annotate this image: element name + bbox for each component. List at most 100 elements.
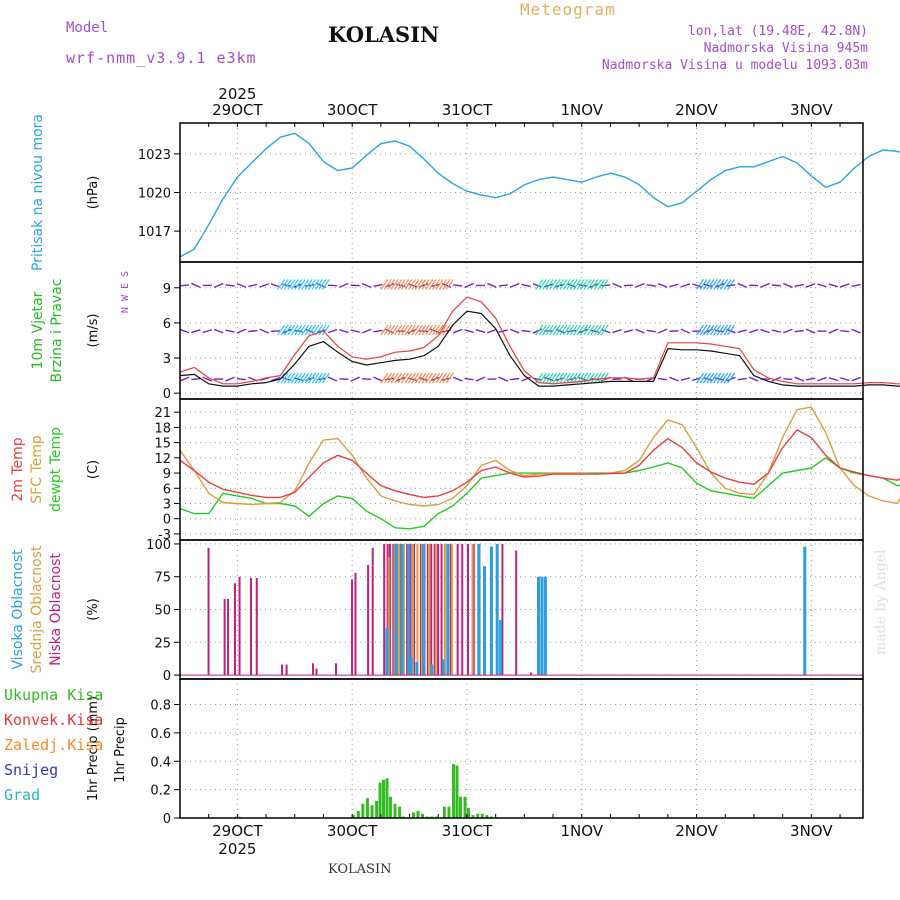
- wind-direction-barb: [259, 377, 269, 381]
- wind-direction-barb: [248, 283, 258, 288]
- precip-legend-item: Grad: [4, 786, 40, 804]
- clouds-panel-label: Niska Oblacnost: [48, 553, 64, 666]
- wind-direction-barb: [510, 377, 520, 381]
- wind-direction-barb: [270, 283, 281, 288]
- cloud-bar: [421, 543, 424, 676]
- wind-barb-1: [321, 324, 330, 336]
- wind-direction-barb: [475, 376, 486, 382]
- wind-barb-3: [590, 279, 599, 290]
- wind-barb-4: [713, 324, 722, 336]
- cloud-bar: [407, 543, 411, 676]
- wind-barb-3: [542, 324, 551, 336]
- temperature-ytick-label: 21: [154, 406, 171, 421]
- cloud-bar: [471, 543, 474, 676]
- wind-direction-barb: [191, 282, 201, 289]
- wind-direction-barb: [771, 284, 781, 287]
- wind-direction-barb: [600, 328, 611, 334]
- wind-direction-barb: [840, 329, 850, 333]
- wind-direction-barb: [304, 328, 315, 334]
- wind-barb-3: [576, 279, 585, 290]
- precip-bar: [458, 796, 462, 818]
- wind-barb-1: [283, 279, 292, 290]
- wind-direction-barb: [213, 328, 224, 334]
- wind-barb-2: [380, 324, 389, 336]
- temperature-ytick-label: 6: [163, 482, 171, 497]
- top-day-label: 3NOV: [790, 101, 833, 119]
- wind-direction-barb: [521, 283, 531, 288]
- cloud-bar: [444, 543, 447, 676]
- wind-barb-3: [549, 372, 558, 384]
- wind-barb-3: [566, 279, 575, 290]
- precip-bar: [447, 806, 451, 818]
- bottom-day-label: 2NOV: [675, 822, 718, 840]
- temperature-unit-label: (C): [86, 460, 101, 479]
- wind-barb-1: [304, 372, 313, 384]
- wind-barb-2: [445, 279, 454, 290]
- wind-barb-3: [583, 324, 592, 336]
- wind-direction-barb: [270, 376, 281, 382]
- wind-direction-barb: [840, 377, 850, 382]
- wind-direction-barb: [350, 284, 360, 287]
- wind-barb-2: [425, 279, 434, 290]
- wind-barb-2: [432, 279, 441, 290]
- wind-barb-1: [301, 372, 310, 384]
- wind-direction-barb: [339, 282, 349, 289]
- wind-direction-barb: [851, 376, 861, 382]
- wind-barb-3: [580, 279, 589, 290]
- wind-barb-2: [418, 372, 427, 384]
- wind-direction-barb: [612, 329, 622, 334]
- cloud-bar: [413, 543, 416, 676]
- wind-barb-2: [394, 324, 403, 336]
- wind-direction-barb: [601, 284, 611, 287]
- wind-barb-2: [421, 279, 430, 290]
- wind-direction-barb: [236, 328, 247, 334]
- wind-barb-3: [600, 279, 609, 290]
- temperature-panel-label: dewpt Temp: [48, 427, 64, 512]
- wind-barb-3: [562, 279, 571, 290]
- wind-direction-barb: [191, 377, 201, 381]
- pressure-ytick-label: 1020: [138, 187, 171, 202]
- wind-barb-1: [308, 279, 317, 290]
- wind-direction-barb: [464, 329, 474, 334]
- wind-barb-2: [435, 324, 444, 336]
- wind-barb-1: [280, 324, 289, 336]
- top-year-label: 2025: [218, 85, 256, 103]
- wind-direction-barb: [817, 376, 827, 382]
- wind-panel-label: 10m Vjetar: [30, 291, 46, 369]
- wind-barb-1: [277, 324, 286, 336]
- wind-barb-2: [407, 324, 416, 336]
- wind-barb-1: [280, 372, 289, 384]
- cloud-bar: [371, 547, 374, 676]
- cloud-bar: [281, 664, 284, 676]
- wind-compass-legend: N W E S: [120, 271, 131, 313]
- cloud-bar: [238, 576, 241, 676]
- wind-direction-barb: [259, 283, 269, 288]
- wind-barb-2: [442, 279, 451, 290]
- cloud-bar: [515, 550, 518, 676]
- wind-direction-barb: [657, 328, 668, 334]
- wind-direction-barb: [669, 283, 679, 288]
- cloud-bar: [409, 658, 413, 676]
- cloud-bar: [540, 576, 544, 676]
- wind-barb-4: [709, 324, 718, 336]
- wind-direction-barb: [259, 328, 269, 334]
- cloud-bar: [393, 543, 396, 676]
- wind-direction-barb: [225, 329, 235, 333]
- wind-barb-1: [297, 279, 306, 290]
- wind-barb-4: [720, 372, 729, 384]
- wind-barb-3: [587, 279, 595, 290]
- wind-gust-line: [179, 296, 900, 385]
- wind-barb-2: [380, 279, 389, 290]
- cloud-bar: [398, 543, 401, 676]
- wind-barb-3: [593, 324, 602, 336]
- bottom-station-label: KOLASIN: [328, 862, 392, 877]
- wind-barb-2: [401, 324, 410, 336]
- wind-direction-barb: [680, 328, 691, 334]
- wind-direction-barb: [509, 282, 520, 288]
- top-day-label: 30OCT: [327, 101, 378, 119]
- wind-direction-barb: [418, 376, 429, 382]
- wind-barb-2: [404, 324, 413, 336]
- wind-barb-2: [414, 372, 423, 384]
- wind-barb-1: [283, 372, 292, 384]
- precip-ytick-label: 0.4: [150, 755, 171, 770]
